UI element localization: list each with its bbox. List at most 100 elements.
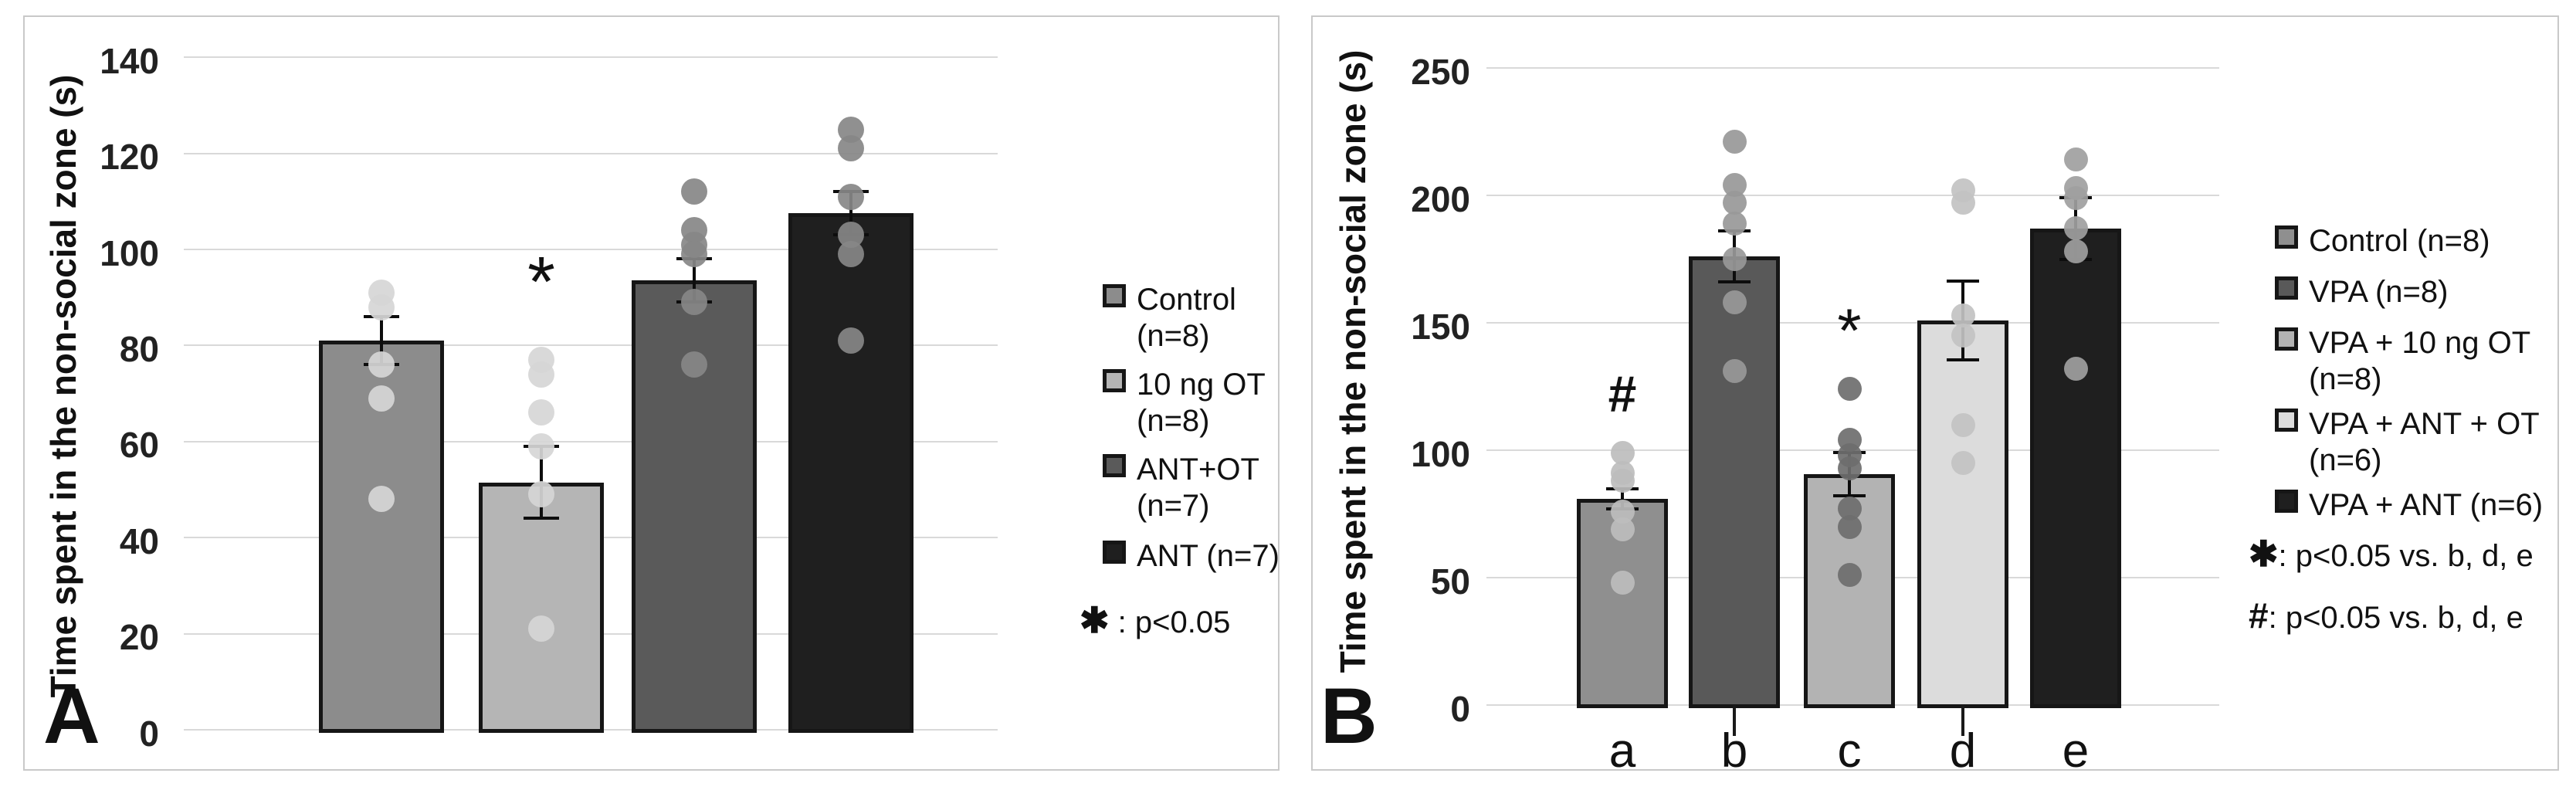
legend-label-vpa-10-ng-ot-line2: (n=8) [2309,362,2382,396]
data-point-vpa-ant-0 [2064,147,2088,171]
y-axis-title-a: Time spent in the non-social zone (s) [43,74,83,698]
data-point-10-ng-ot-3 [528,433,554,459]
significance-hash-control: # [1608,365,1637,422]
y-tick-label-120: 120 [100,137,159,177]
gridline-60 [184,441,998,442]
data-point-ant-2 [838,184,864,210]
legend-note-1: ✱: p<0.05 vs. b, d, e [2249,533,2534,575]
y-tick-label-80: 80 [119,329,159,369]
legend-swatch-vpa [2275,276,2298,300]
y-tick-label-20: 20 [119,617,159,657]
legend-note-text-1: : p<0.05 vs. b, d, e [2278,539,2534,573]
data-point-vpa-0 [1723,130,1747,154]
legend-swatch-ant-ot [1103,454,1126,477]
data-point-vpa-ant-ot-1 [1951,191,1975,215]
data-point-vpa-ant-4 [2064,239,2088,263]
legend-label-ant-ot: ANT+OT [1137,453,1259,487]
data-point-control-2 [368,351,395,378]
data-point-vpa-ant-ot-3 [1951,324,1975,348]
data-point-vpa-ant-3 [2064,216,2088,240]
data-point-vpa-5 [1723,290,1747,314]
gridline-200 [1486,195,2219,196]
category-label-a: a [1608,724,1636,778]
error-cap-bottom-10-ng-ot [524,517,559,520]
legend-label-vpa-ant-ot-line2: (n=6) [2309,443,2382,477]
error-cap-bottom-vpa [1718,280,1751,283]
data-point-control-5 [1611,571,1635,595]
y-axis-title-b: Time spent in the non-social zone (s) [1333,49,1373,673]
error-cap-bottom-vpa-10-ng-ot [1833,494,1866,497]
legend-swatch-vpa-10-ng-ot [2275,327,2298,351]
y-tick-label-250: 250 [1411,52,1470,92]
legend-note-text-1: : p<0.05 [1109,605,1231,639]
bar-ant-ot [632,280,757,733]
gridline-120 [184,153,998,154]
legend-swatch-control [2275,225,2298,249]
significance-asterisk-10-ng-ot: * [527,242,555,322]
category-label-e: e [2062,724,2090,778]
legend-label-ant-ot-line2: (n=7) [1137,489,1210,523]
category-label-c: c [1837,724,1862,778]
data-point-vpa-ant-5 [2064,357,2088,381]
gridline-140 [184,56,998,58]
data-point-control-2 [1611,469,1635,493]
data-point-ant-ot-0 [681,178,707,205]
y-tick-label-100: 100 [1411,434,1470,474]
significance-asterisk-vpa-10-ng-ot: * [1837,296,1862,365]
data-point-control-1 [368,294,395,320]
legend-label-10-ng-ot-line2: (n=8) [1137,404,1210,438]
data-point-vpa-ant-ot-5 [1951,451,1975,475]
category-axis-tick-b [1733,705,1736,736]
data-point-vpa-ant-ot-2 [1951,303,1975,327]
gridline-100 [184,249,998,250]
data-point-vpa-10-ng-ot-0 [1838,377,1862,401]
legend-note-symbol-1: ✱ [1080,600,1110,640]
legend-label-10-ng-ot: 10 ng OT [1137,368,1266,402]
gridline-250 [1486,67,2219,69]
data-point-vpa-6 [1723,359,1747,383]
legend-label-vpa-ant-ot: VPA + ANT + OT [2309,407,2540,441]
legend-note-2: #: p<0.05 vs. b, d, e [2249,595,2523,636]
legend-label-vpa-ant: VPA + ANT (n=6) [2309,488,2544,522]
legend-swatch-control [1103,284,1126,307]
data-point-ant-5 [838,327,864,354]
data-point-ant-ot-4 [681,289,707,315]
legend-note-text-2: : p<0.05 vs. b, d, e [2268,601,2523,635]
y-tick-label-40: 40 [119,521,159,561]
data-point-ant-ot-3 [681,241,707,267]
legend-label-vpa-10-ng-ot: VPA + 10 ng OT [2309,326,2531,360]
data-point-vpa-4 [1723,247,1747,271]
data-point-10-ng-ot-2 [528,399,554,426]
legend-swatch-ant [1103,541,1126,564]
data-point-10-ng-ot-1 [528,361,554,388]
data-point-vpa-ant-2 [2064,186,2088,210]
error-bar-ant [849,192,852,235]
data-point-control-3 [368,385,395,412]
data-point-vpa-10-ng-ot-3 [1838,456,1862,480]
y-tick-label-200: 200 [1411,179,1470,219]
bar-vpa-ant-ot [1917,320,2008,708]
bar-vpa [1689,256,1780,708]
error-bar-control [380,317,383,364]
legend-swatch-vpa-ant [2275,490,2298,513]
legend-label-vpa: VPA (n=8) [2309,275,2449,309]
data-point-control-0 [1611,441,1635,465]
gridline-150 [1486,322,2219,324]
legend-note-symbol-2: # [2249,595,2269,636]
y-tick-label-140: 140 [100,41,159,81]
data-point-ant-4 [838,241,864,267]
bar-vpa-ant [2030,229,2121,708]
data-point-ant-ot-5 [681,351,707,378]
data-point-10-ng-ot-5 [528,615,554,642]
error-cap-top-vpa-ant-ot [1947,280,1979,283]
data-point-10-ng-ot-4 [528,481,554,507]
panel-letter-b: B [1320,672,1378,760]
legend-label-control-line2: (n=8) [1137,319,1210,353]
error-bar-control [1621,489,1624,509]
legend-note-1: ✱ : p<0.05 [1080,599,1230,641]
gridline-80 [184,344,998,346]
legend-swatch-vpa-ant-ot [2275,409,2298,432]
y-tick-label-150: 150 [1411,307,1470,347]
data-point-control-4 [1611,517,1635,541]
